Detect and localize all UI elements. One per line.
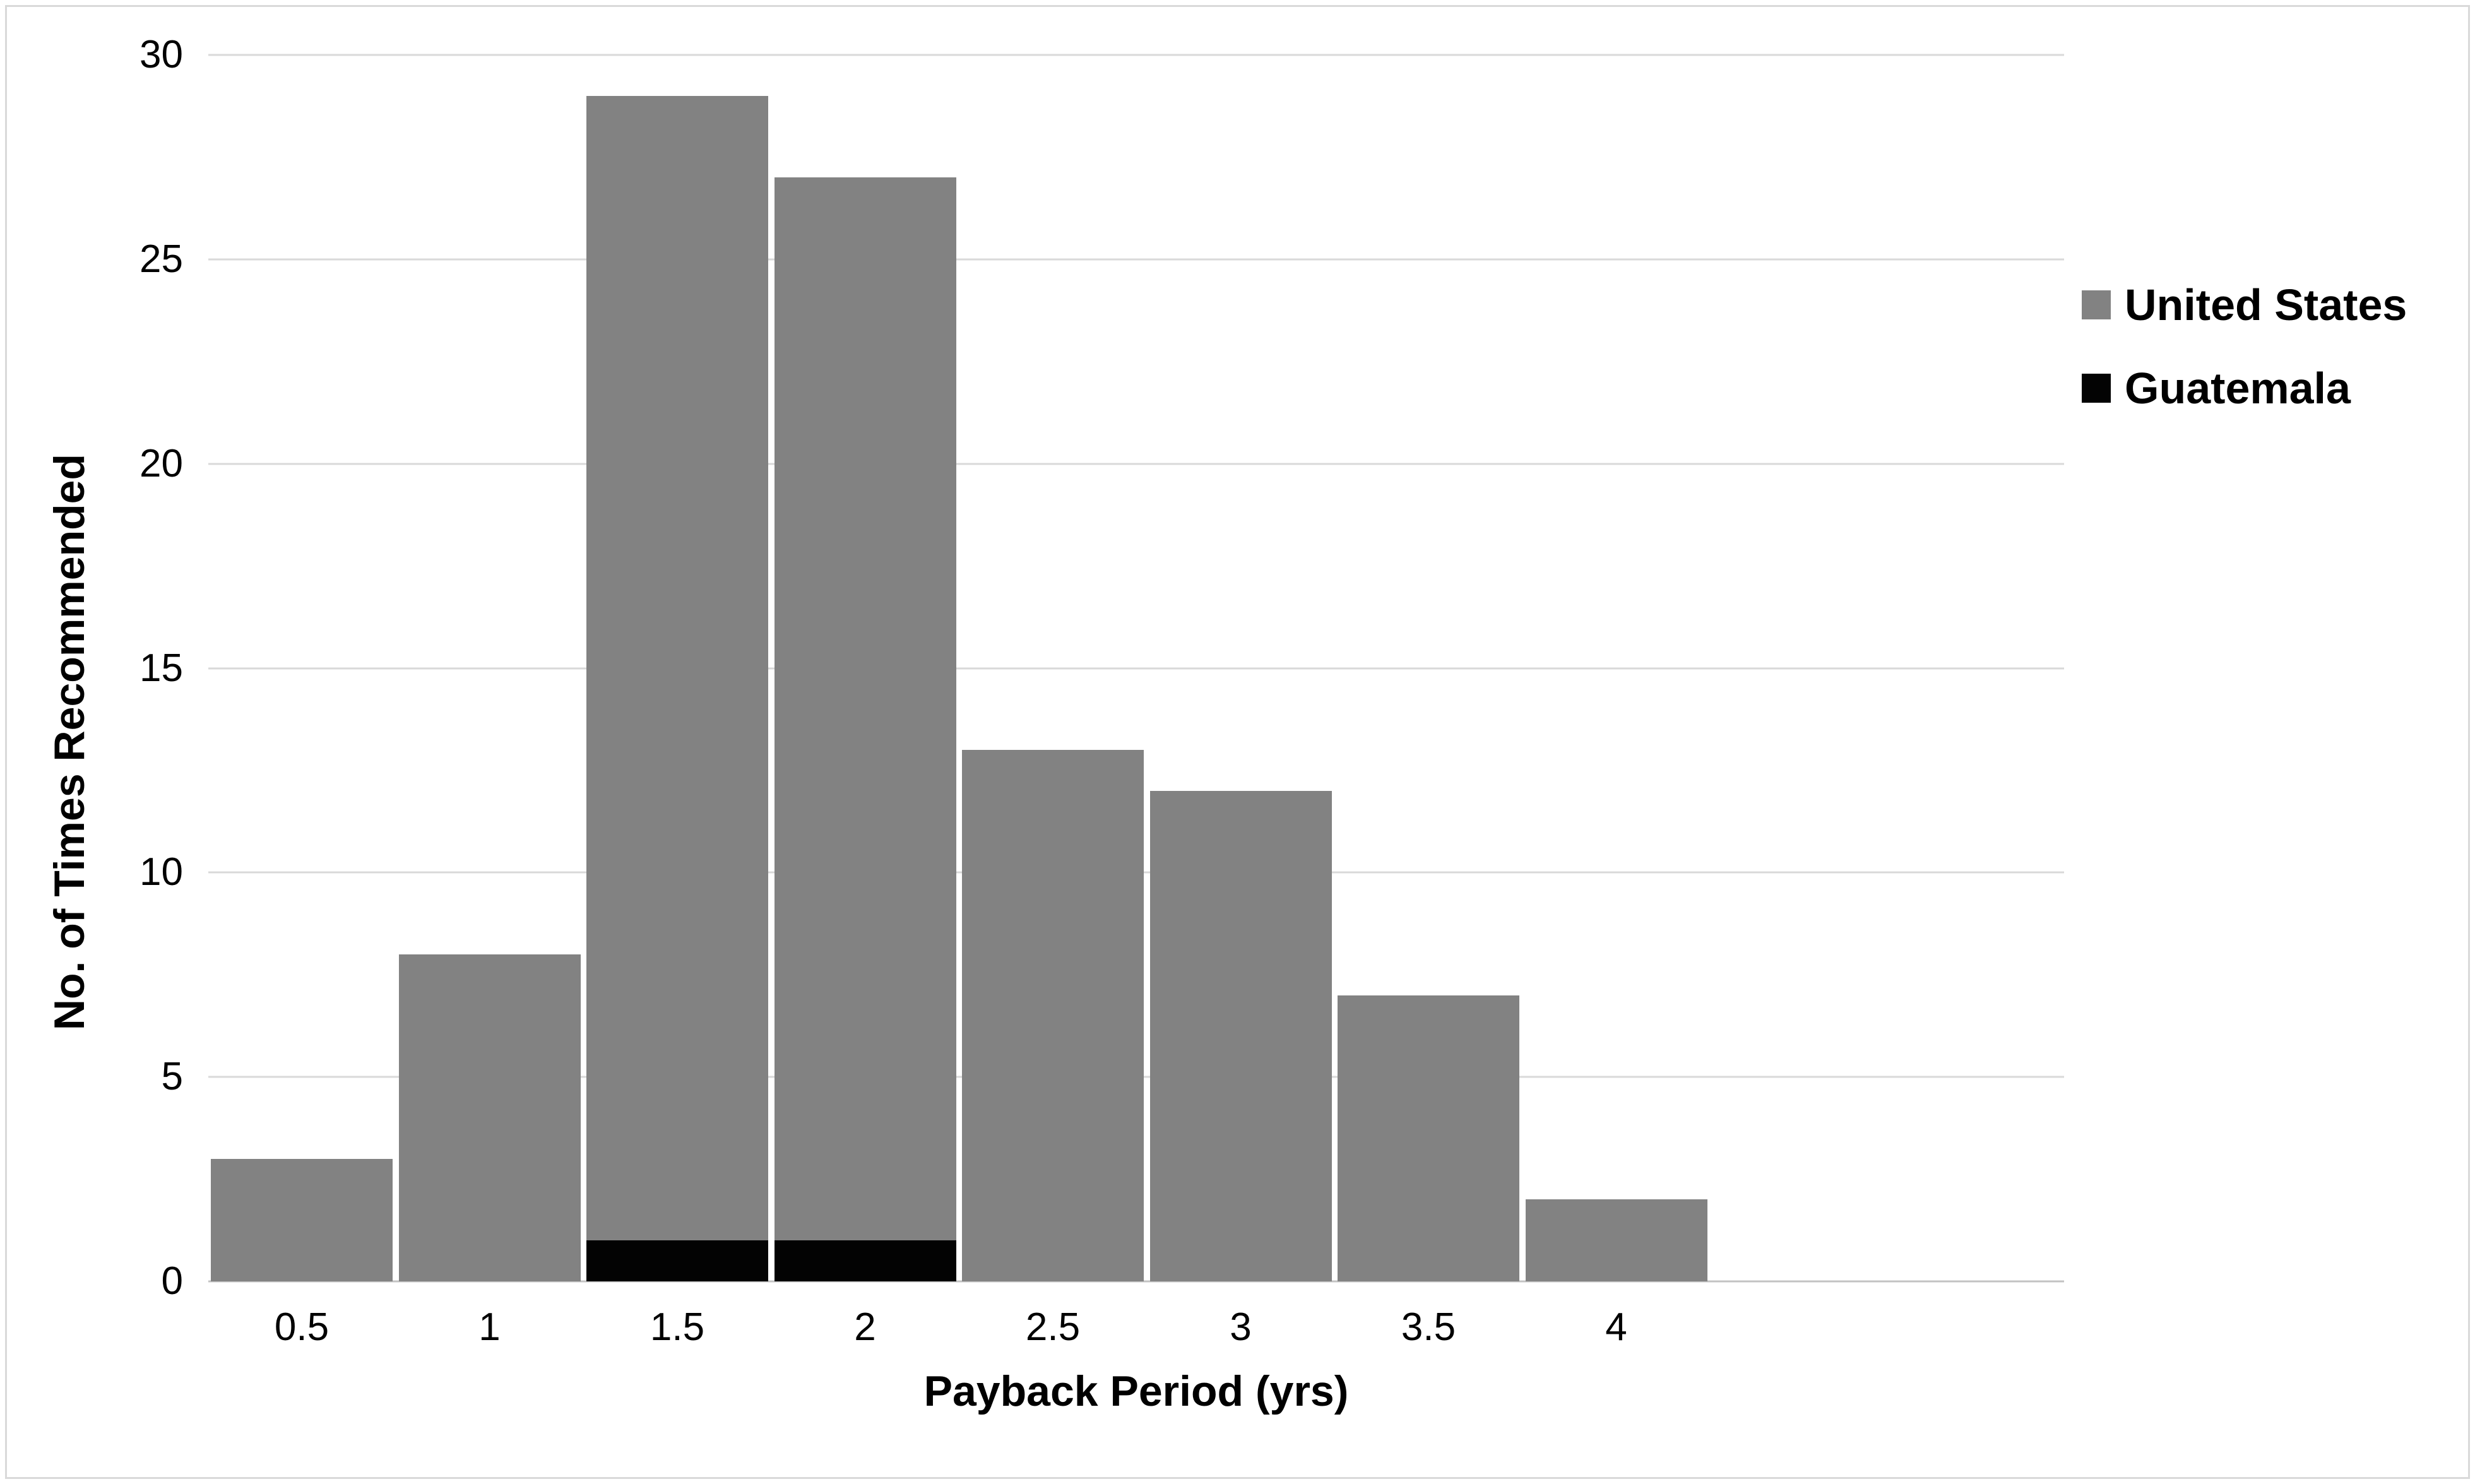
y-tick-label-5: 5 bbox=[161, 1055, 183, 1099]
legend-label-united-states: United States bbox=[2125, 280, 2407, 329]
legend-item-guatemala: Guatemala bbox=[2082, 366, 2407, 410]
bar-segment-united-states-1 bbox=[398, 954, 581, 1281]
gridline-30 bbox=[208, 54, 2064, 56]
bar-3 bbox=[1149, 790, 1332, 1281]
bar-segment-united-states-2.5 bbox=[962, 750, 1144, 1281]
gridline-25 bbox=[208, 258, 2064, 261]
bar-segment-guatemala-1.5 bbox=[586, 1240, 768, 1281]
y-tick-label-15: 15 bbox=[139, 646, 183, 690]
y-tick-label-25: 25 bbox=[139, 237, 183, 281]
legend-swatch-guatemala bbox=[2082, 374, 2111, 403]
bar-4 bbox=[1525, 1199, 1707, 1281]
bar-2.5 bbox=[962, 750, 1144, 1281]
bar-segment-united-states-3.5 bbox=[1338, 995, 1519, 1281]
x-tick-label-0.5: 0.5 bbox=[274, 1305, 329, 1349]
legend-swatch-united-states bbox=[2082, 290, 2111, 319]
y-tick-label-0: 0 bbox=[161, 1259, 183, 1303]
legend-item-united-states: United States bbox=[2082, 283, 2407, 327]
bar-segment-united-states-2 bbox=[774, 177, 956, 1241]
x-tick-label-3: 3 bbox=[1230, 1305, 1252, 1349]
bar-segment-united-states-0.5 bbox=[211, 1158, 393, 1281]
y-tick-label-30: 30 bbox=[139, 33, 183, 76]
gridline-20 bbox=[208, 463, 2064, 465]
gridline-15 bbox=[208, 667, 2064, 669]
x-tick-label-2.5: 2.5 bbox=[1025, 1305, 1081, 1349]
bar-segment-united-states-4 bbox=[1525, 1199, 1707, 1281]
legend: United States Guatemala bbox=[2082, 283, 2407, 449]
bar-0.5 bbox=[211, 1158, 393, 1281]
x-tick-label-4: 4 bbox=[1605, 1305, 1627, 1349]
bar-segment-united-states-3 bbox=[1149, 790, 1332, 1281]
bar-3.5 bbox=[1338, 995, 1519, 1281]
bar-1 bbox=[398, 954, 581, 1281]
y-tick-label-20: 20 bbox=[139, 441, 183, 485]
bar-segment-guatemala-2 bbox=[774, 1240, 956, 1281]
legend-label-guatemala: Guatemala bbox=[2125, 364, 2351, 413]
bar-2 bbox=[774, 177, 956, 1281]
plot-area bbox=[208, 54, 2064, 1283]
bar-1.5 bbox=[586, 95, 768, 1281]
bar-segment-united-states-1.5 bbox=[586, 95, 768, 1241]
x-axis-title: Payback Period (yrs) bbox=[923, 1367, 1349, 1415]
x-tick-label-1: 1 bbox=[478, 1305, 501, 1349]
x-tick-label-1.5: 1.5 bbox=[650, 1305, 705, 1349]
x-tick-label-2: 2 bbox=[854, 1305, 876, 1349]
y-axis-tick-labels: 0 5 10 15 20 25 30 bbox=[0, 35, 183, 1301]
x-axis-tick-labels: 0.5 1 1.5 2 2.5 3 3.5 4 bbox=[208, 1308, 2064, 1365]
y-tick-label-10: 10 bbox=[139, 850, 183, 894]
x-tick-label-3.5: 3.5 bbox=[1401, 1305, 1456, 1349]
x-axis-line bbox=[208, 1280, 2064, 1283]
